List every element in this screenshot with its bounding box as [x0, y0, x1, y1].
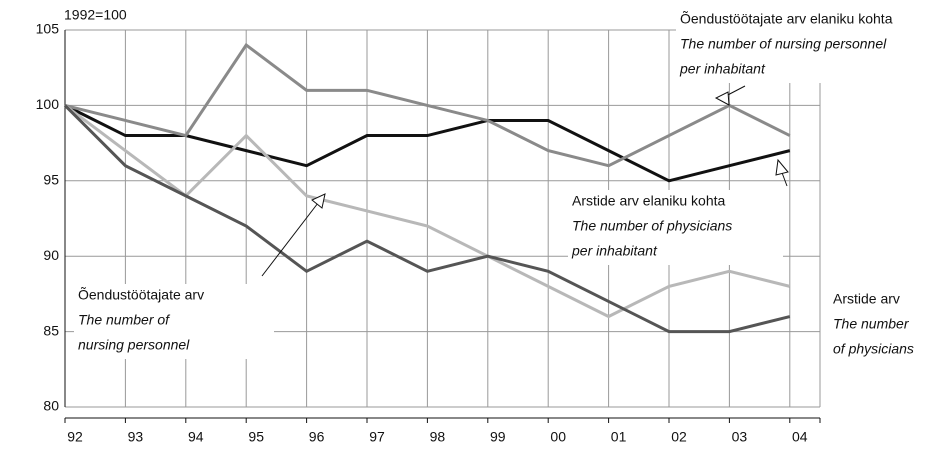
x-tick-label: 04	[792, 429, 808, 445]
series-label-en: The number of	[78, 312, 171, 328]
series-label-en: nursing personnel	[78, 337, 190, 353]
label-background	[74, 284, 274, 359]
x-tick-label: 98	[430, 429, 446, 445]
y-tick-label: 105	[36, 21, 60, 37]
series-label-en: per inhabitant	[571, 243, 658, 259]
x-tick-label: 97	[369, 429, 385, 445]
y-tick-label: 100	[36, 96, 60, 112]
series-label-en: per inhabitant	[679, 61, 766, 77]
x-tick-label: 00	[550, 429, 566, 445]
x-tick-label: 02	[671, 429, 687, 445]
label-background	[568, 190, 783, 265]
y-tick-label: 80	[43, 398, 59, 414]
series-label: Õendustöötajate arv elaniku kohta	[680, 11, 893, 27]
label-background	[676, 8, 936, 83]
series-label-en: of physicians	[833, 341, 914, 357]
y-tick-label: 90	[43, 247, 59, 263]
x-tick-label: 94	[188, 429, 204, 445]
series-label: Õendustöötajate arv	[78, 287, 204, 303]
y-tick-label: 85	[43, 322, 59, 338]
series-line	[64, 42, 791, 168]
x-tick-label: 93	[128, 429, 144, 445]
x-tick-label: 96	[309, 429, 325, 445]
series-line	[63, 104, 791, 334]
arrow	[261, 202, 319, 277]
y-axis-label: 1992=100	[64, 7, 127, 23]
series-label-en: The number of nursing personnel	[680, 36, 887, 52]
x-tick-label: 99	[490, 429, 506, 445]
arrow-head	[714, 91, 730, 106]
series-label-en: The number	[833, 316, 910, 332]
x-tick-label: 01	[611, 429, 627, 445]
arrow-head	[311, 193, 326, 209]
series-label: Arstide arv	[833, 291, 900, 307]
x-tick-label: 92	[67, 429, 83, 445]
series-label-en: The number of physicians	[572, 218, 732, 234]
y-tick-label: 95	[43, 172, 59, 188]
arrow-head	[775, 158, 789, 176]
x-tick-label: 03	[732, 429, 748, 445]
x-tick-label: 95	[248, 429, 264, 445]
series-label: Arstide arv elaniku kohta	[572, 193, 726, 209]
arrows	[261, 85, 789, 277]
